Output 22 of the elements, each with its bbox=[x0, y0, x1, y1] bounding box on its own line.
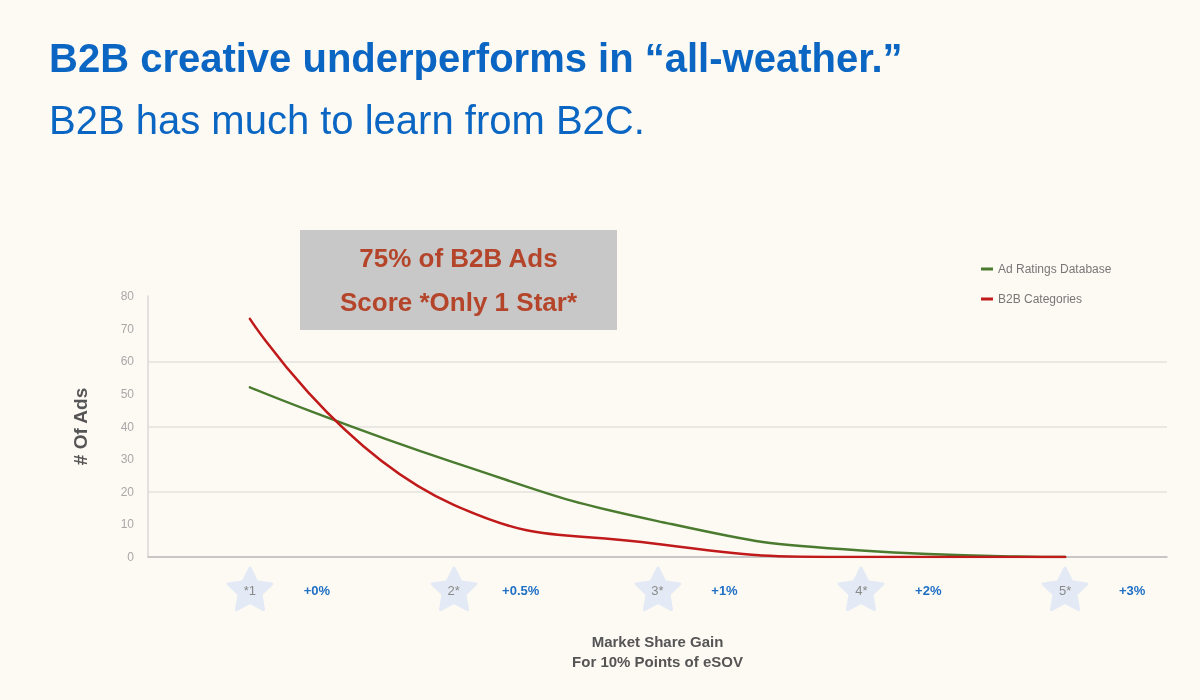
chart-title: B2B creative underperforms in “all-weather.” bbox=[49, 36, 903, 80]
chart-subtitle: B2B has much to learn from B2C. bbox=[49, 98, 645, 142]
category-label: 5* +3% bbox=[1058, 583, 1146, 598]
legend-label: Ad Ratings Database bbox=[998, 262, 1112, 276]
line-series bbox=[248, 317, 1067, 559]
y-tick-label: 80 bbox=[120, 289, 135, 303]
category-label: *1 +0% bbox=[243, 583, 331, 598]
category-label: 3* +1% bbox=[651, 583, 738, 598]
y-tick-label: 60 bbox=[120, 354, 135, 369]
y-tick-label: 0 bbox=[127, 550, 135, 564]
y-tick-label: 10 bbox=[120, 517, 135, 532]
legend-label: B2B Categories bbox=[998, 292, 1083, 306]
annotation: 75% of B2B Ads Score *Only 1 Star* bbox=[340, 243, 578, 317]
y-tick-label: 30 bbox=[120, 452, 135, 467]
category-label: 2* +0.5% bbox=[447, 583, 540, 598]
y-tick-label: 40 bbox=[120, 419, 135, 434]
y-tick-label: 20 bbox=[120, 484, 135, 499]
x-axis-title: Market Share Gain For 10% Points of eSOV bbox=[572, 632, 743, 670]
y-tick-label: 70 bbox=[120, 321, 135, 336]
category-label: 4* +2% bbox=[855, 583, 942, 598]
y-tick-label: 50 bbox=[120, 386, 135, 401]
y-axis-title: # Of Ads bbox=[70, 387, 91, 466]
